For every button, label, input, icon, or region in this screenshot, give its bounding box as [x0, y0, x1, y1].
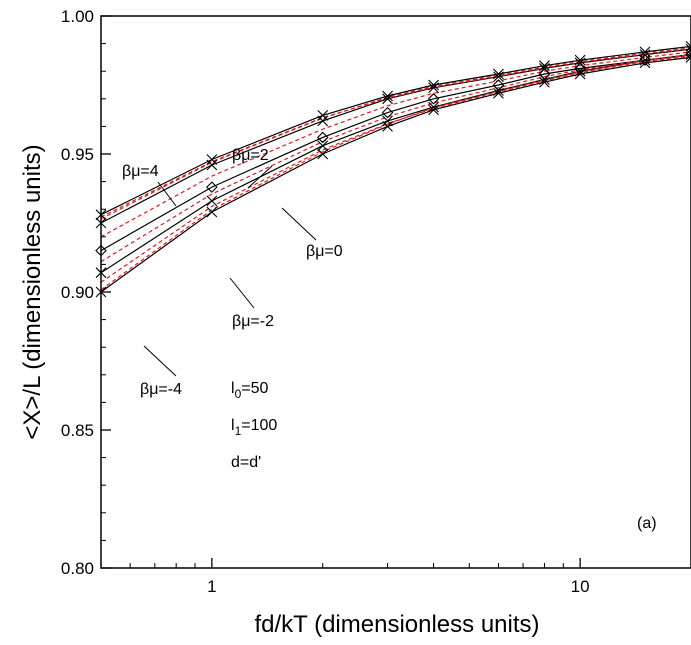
data-point [428, 104, 439, 116]
y-axis-title: <X>/L (dimensionless units) [19, 144, 46, 439]
data-point [206, 159, 218, 171]
x-tick-label: 10 [571, 577, 590, 596]
data-point [428, 82, 439, 94]
data-point [428, 101, 439, 113]
data-point [317, 115, 329, 127]
annotation-leader [157, 181, 177, 207]
series-line [100, 48, 691, 224]
y-tick-label: 0.95 [61, 145, 94, 164]
series-line [100, 54, 691, 252]
data-point [206, 195, 218, 207]
data-point [317, 140, 329, 152]
dashed-series-line [100, 47, 691, 220]
plot-frame [100, 15, 691, 569]
data-point [317, 148, 329, 160]
data-point [685, 40, 691, 52]
curve-label: βμ=0 [306, 243, 343, 260]
series-line [100, 54, 691, 274]
dashed-series-line [100, 54, 691, 263]
data-point [316, 131, 329, 144]
series-line [100, 56, 691, 293]
data-point [539, 76, 550, 88]
series-line [100, 45, 691, 216]
axis-ticks: 0.80 0.85 0.90 0.95 1.00 1 10 [61, 7, 691, 596]
data-point [206, 181, 218, 193]
data-point [493, 68, 504, 80]
data-point [427, 93, 440, 105]
annotation-leader [143, 345, 177, 377]
data-point [639, 54, 651, 66]
y-tick-label: 0.80 [61, 559, 94, 578]
parameter-label: l0=50 [231, 380, 268, 401]
annotation-leader [229, 277, 255, 309]
data-point [539, 60, 550, 72]
data-point [639, 54, 651, 66]
data-point [382, 115, 393, 127]
data-point [206, 206, 218, 218]
data-point [685, 48, 691, 61]
data-point [317, 109, 329, 121]
dashed-series-line [100, 54, 691, 291]
data-point [574, 68, 586, 80]
data-point [574, 54, 586, 66]
parameter-label: d=d' [231, 454, 261, 471]
parameter-block: l0=50 l1=100 d=d' [231, 380, 277, 471]
y-tick-label: 1.00 [61, 7, 94, 26]
data-curves [100, 45, 691, 293]
data-point [639, 46, 651, 58]
data-point [493, 85, 504, 96]
curve-label: βμ=2 [232, 147, 269, 164]
data-point [574, 65, 586, 77]
parameter-label: l1=100 [231, 417, 277, 438]
curve-label: βμ=-4 [140, 381, 182, 398]
data-point [639, 57, 651, 69]
dashed-series-line [100, 51, 691, 238]
data-point [428, 79, 439, 91]
dashed-series-line [100, 48, 691, 218]
panel-label: (a) [637, 515, 657, 532]
data-point [382, 121, 393, 132]
curve-label: βμ=-2 [232, 313, 274, 330]
dashed-series-line [100, 55, 691, 283]
x-axis-title: fd/kT (dimensionless units) [255, 611, 540, 638]
y-tick-label: 0.85 [61, 421, 94, 440]
x-tick-label: 1 [207, 577, 216, 596]
data-point [382, 90, 393, 102]
data-markers [95, 40, 691, 298]
y-tick-label: 0.90 [61, 283, 94, 302]
data-point [685, 52, 691, 63]
data-point [539, 74, 550, 85]
curve-annotations: βμ=4 βμ=2 βμ=0 βμ=-2 βμ=-4 [122, 147, 343, 398]
data-point [382, 93, 393, 105]
data-point [493, 87, 504, 99]
data-point [493, 71, 504, 83]
data-point [206, 154, 218, 165]
data-point [685, 49, 691, 61]
data-point [381, 106, 394, 119]
annotation-leader [247, 165, 273, 189]
curve-label: βμ=4 [122, 163, 159, 180]
annotation-leader [281, 207, 317, 241]
